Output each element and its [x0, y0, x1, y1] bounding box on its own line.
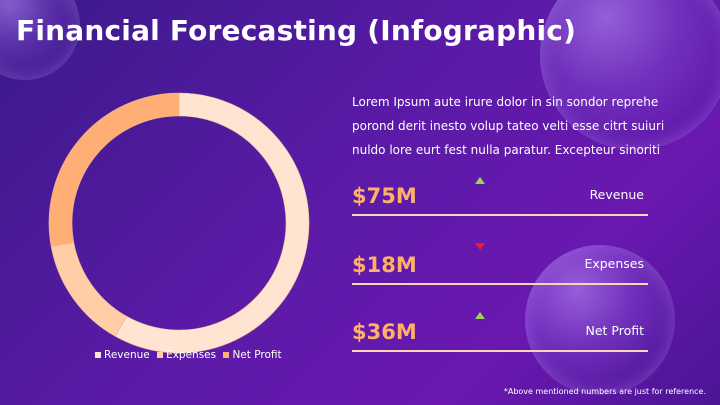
legend-swatch-net-profit [223, 352, 230, 358]
legend-item-expenses: Expenses [157, 349, 216, 361]
legend-label-net-profit: Net Profit [232, 349, 282, 361]
decorative-bubble-bottom-right [525, 245, 675, 395]
trend-up-icon [475, 312, 485, 319]
description-line: Lorem Ipsum aute irure dolor in sin sond… [352, 95, 659, 109]
donut-chart [48, 92, 310, 354]
decorative-bubble-top-right [540, 0, 720, 150]
legend-item-net-profit: Net Profit [223, 349, 282, 361]
metric-label-expenses: Expenses [584, 256, 644, 271]
description-line: nuldo lore eurt fest nulla paratur. Exce… [352, 143, 661, 157]
metric-expenses: $18M Expenses [352, 243, 648, 293]
donut-slice-revenue [114, 92, 310, 354]
description-text: Lorem Ipsum aute irure dolor in sin sond… [352, 90, 702, 162]
donut-slice-expenses [50, 242, 128, 337]
legend-item-revenue: Revenue [95, 349, 150, 361]
donut-chart-svg [48, 92, 310, 354]
page-title: Financial Forecasting (Infographic) [16, 14, 577, 47]
legend-label-expenses: Expenses [166, 349, 217, 361]
trend-down-icon [475, 243, 485, 250]
metric-divider [352, 214, 648, 216]
donut-slice-net-profit [48, 92, 180, 247]
description-line: porond derit inesto volup tateo velti es… [352, 119, 665, 133]
legend-label-revenue: Revenue [104, 349, 150, 361]
footnote: *Above mentioned numbers are just for re… [503, 387, 706, 396]
chart-legend: Revenue Expenses Net Profit [95, 349, 286, 361]
metric-value-revenue: $75M [352, 184, 417, 208]
metric-label-revenue: Revenue [589, 187, 644, 202]
metric-label-net-profit: Net Profit [585, 323, 644, 338]
metric-divider [352, 283, 648, 285]
metric-divider [352, 350, 648, 352]
metric-net-profit: $36M Net Profit [352, 312, 648, 360]
metric-revenue: $75M Revenue [352, 177, 648, 224]
trend-up-icon [475, 177, 485, 184]
metric-value-expenses: $18M [352, 253, 417, 277]
metric-value-net-profit: $36M [352, 320, 417, 344]
legend-swatch-expenses [157, 352, 164, 358]
legend-swatch-revenue [95, 352, 101, 358]
